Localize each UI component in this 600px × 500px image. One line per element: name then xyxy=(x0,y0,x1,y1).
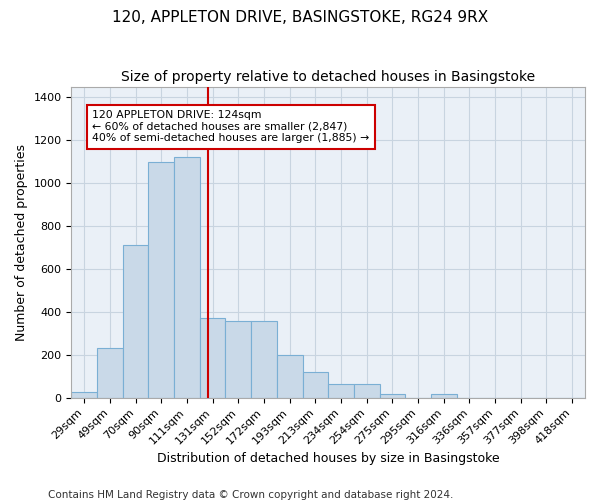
X-axis label: Distribution of detached houses by size in Basingstoke: Distribution of detached houses by size … xyxy=(157,452,500,465)
Bar xyxy=(148,162,174,398)
Bar xyxy=(277,355,302,398)
Text: 120 APPLETON DRIVE: 124sqm
← 60% of detached houses are smaller (2,847)
40% of s: 120 APPLETON DRIVE: 124sqm ← 60% of deta… xyxy=(92,110,369,144)
Bar xyxy=(251,320,277,398)
Y-axis label: Number of detached properties: Number of detached properties xyxy=(15,144,28,340)
Bar xyxy=(226,320,251,398)
Bar xyxy=(380,394,405,398)
Bar xyxy=(328,384,354,398)
Text: 120, APPLETON DRIVE, BASINGSTOKE, RG24 9RX: 120, APPLETON DRIVE, BASINGSTOKE, RG24 9… xyxy=(112,10,488,25)
Bar xyxy=(123,246,148,398)
Bar xyxy=(354,384,380,398)
Bar xyxy=(200,318,226,398)
Title: Size of property relative to detached houses in Basingstoke: Size of property relative to detached ho… xyxy=(121,70,535,84)
Bar xyxy=(174,158,200,398)
Bar xyxy=(302,372,328,398)
Bar xyxy=(97,348,123,398)
Text: Contains HM Land Registry data © Crown copyright and database right 2024.: Contains HM Land Registry data © Crown c… xyxy=(48,490,454,500)
Bar xyxy=(71,392,97,398)
Bar xyxy=(431,394,457,398)
